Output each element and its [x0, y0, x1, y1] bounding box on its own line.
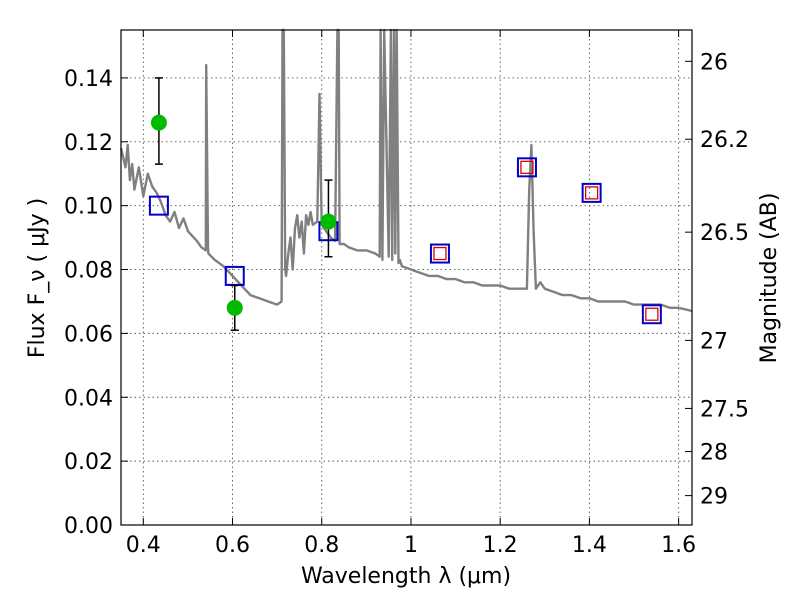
- model-photometry-square: [516, 157, 537, 178]
- plot-frame: [120, 29, 693, 526]
- y-right-axis-label: Magnitude (AB): [757, 193, 782, 364]
- y-tick-label: 0.08: [64, 259, 113, 284]
- y-tick-label: 0.02: [64, 450, 113, 475]
- x-tick-label: 0.6: [215, 533, 250, 558]
- series-layer: [119, 28, 693, 331]
- right-tick-label: 26.5: [700, 221, 749, 246]
- observed-nir-square: [433, 246, 447, 261]
- y-tick-label: 0.00: [64, 514, 113, 539]
- right-tick-label: 28: [700, 441, 728, 466]
- model-photometry-square: [148, 195, 169, 216]
- observed-optical-point: [226, 299, 243, 316]
- y-tick-label: 0.04: [64, 386, 113, 411]
- x-tick-label: 1.6: [661, 533, 696, 558]
- x-tick-label: 1: [404, 533, 418, 558]
- right-tick-label: 26: [700, 50, 728, 75]
- x-tick-label: 0.4: [126, 533, 161, 558]
- observed-nir-square: [645, 307, 659, 321]
- x-axis-label: Wavelength λ (μm): [301, 564, 511, 589]
- right-tick-label: 29: [700, 485, 728, 510]
- observed-nir-square: [584, 186, 599, 200]
- tick-layer: 0.4 0.6 0.8 1 1.2 1.4 1.6 0.00 0.02 0.04 0.06 0.08 0…: [64, 30, 749, 558]
- x-tick-label: 1.2: [483, 533, 518, 558]
- y-tick-label: 0.14: [64, 67, 113, 92]
- observed-nir-square: [520, 160, 534, 174]
- y-tick-label: 0.12: [64, 131, 113, 156]
- x-tick-label: 1.4: [572, 533, 607, 558]
- observed-optical-point: [320, 213, 337, 230]
- right-tick-label: 27.5: [700, 397, 749, 422]
- right-tick-label: 26.2: [700, 128, 749, 153]
- model-photometry-square: [429, 243, 450, 264]
- y-axis-label: Flux F_ν ( μJy ): [25, 198, 50, 358]
- y-tick-label: 0.10: [64, 195, 113, 220]
- model-photometry-square: [581, 182, 602, 203]
- model-sed-line: [119, 28, 693, 313]
- right-tick-label: 27: [700, 329, 728, 354]
- x-tick-label: 0.8: [304, 533, 339, 558]
- y-tick-label: 0.06: [64, 322, 113, 347]
- model-photometry-square: [641, 304, 662, 325]
- observed-optical-point: [150, 114, 167, 131]
